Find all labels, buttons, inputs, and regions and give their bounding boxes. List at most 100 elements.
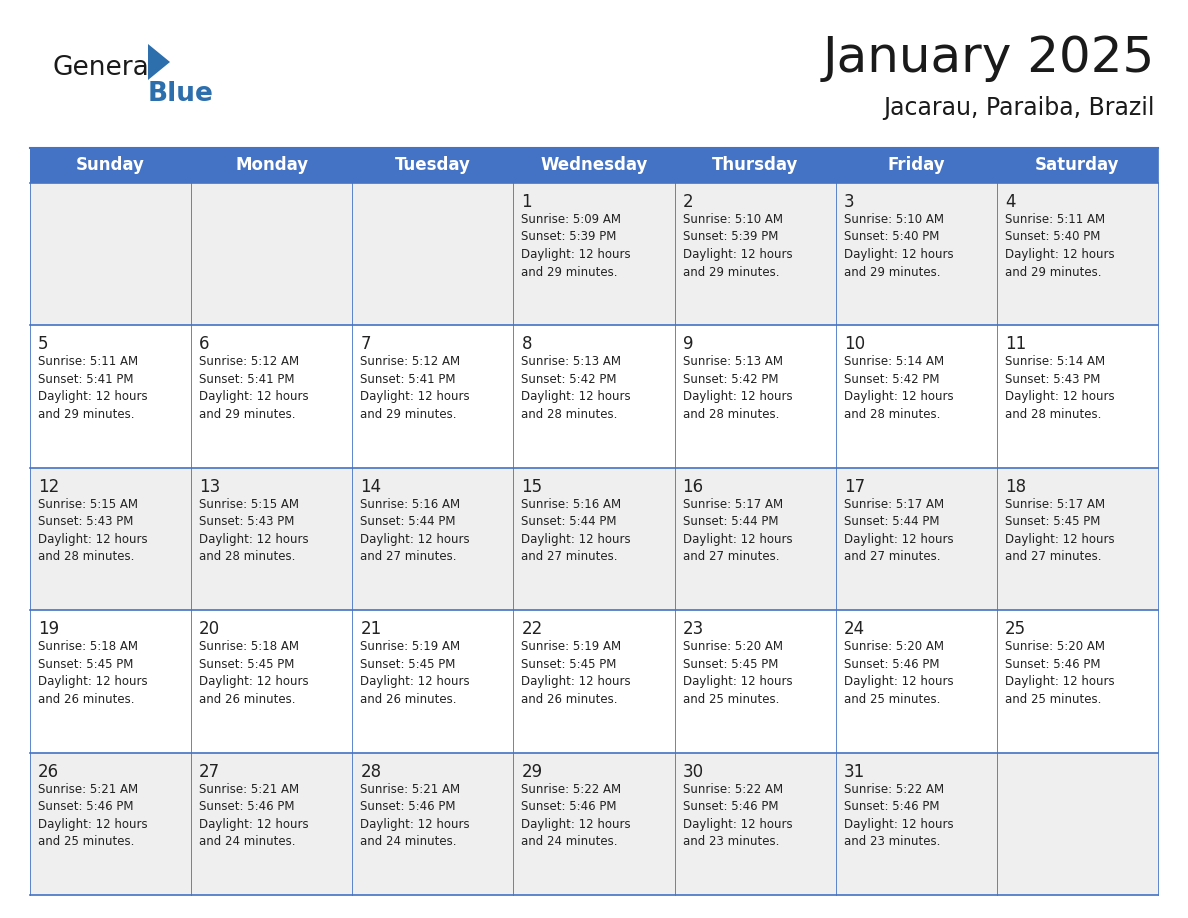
Text: 25: 25	[1005, 621, 1026, 638]
Text: Sunrise: 5:18 AM
Sunset: 5:45 PM
Daylight: 12 hours
and 26 minutes.: Sunrise: 5:18 AM Sunset: 5:45 PM Dayligh…	[38, 640, 147, 706]
Text: 5: 5	[38, 335, 49, 353]
Text: 16: 16	[683, 477, 703, 496]
Bar	[191, 753, 353, 895]
Text: 3: 3	[843, 193, 854, 211]
Bar	[353, 468, 513, 610]
Bar	[353, 325, 513, 468]
Text: Sunrise: 5:17 AM
Sunset: 5:44 PM
Daylight: 12 hours
and 27 minutes.: Sunrise: 5:17 AM Sunset: 5:44 PM Dayligh…	[683, 498, 792, 564]
Text: Sunrise: 5:22 AM
Sunset: 5:46 PM
Daylight: 12 hours
and 24 minutes.: Sunrise: 5:22 AM Sunset: 5:46 PM Dayligh…	[522, 783, 631, 848]
Text: 17: 17	[843, 477, 865, 496]
Bar	[997, 468, 1158, 610]
Text: Sunrise: 5:21 AM
Sunset: 5:46 PM
Daylight: 12 hours
and 24 minutes.: Sunrise: 5:21 AM Sunset: 5:46 PM Dayligh…	[360, 783, 470, 848]
Text: Sunrise: 5:09 AM
Sunset: 5:39 PM
Daylight: 12 hours
and 29 minutes.: Sunrise: 5:09 AM Sunset: 5:39 PM Dayligh…	[522, 213, 631, 278]
Text: Sunrise: 5:18 AM
Sunset: 5:45 PM
Daylight: 12 hours
and 26 minutes.: Sunrise: 5:18 AM Sunset: 5:45 PM Dayligh…	[200, 640, 309, 706]
Bar	[30, 183, 191, 325]
Bar	[835, 325, 997, 468]
Text: Sunrise: 5:15 AM
Sunset: 5:43 PM
Daylight: 12 hours
and 28 minutes.: Sunrise: 5:15 AM Sunset: 5:43 PM Dayligh…	[38, 498, 147, 564]
Bar	[513, 183, 675, 325]
Text: Sunrise: 5:19 AM
Sunset: 5:45 PM
Daylight: 12 hours
and 26 minutes.: Sunrise: 5:19 AM Sunset: 5:45 PM Dayligh…	[360, 640, 470, 706]
Text: 24: 24	[843, 621, 865, 638]
Text: 31: 31	[843, 763, 865, 780]
Text: Blue: Blue	[148, 81, 214, 107]
Text: Sunrise: 5:10 AM
Sunset: 5:39 PM
Daylight: 12 hours
and 29 minutes.: Sunrise: 5:10 AM Sunset: 5:39 PM Dayligh…	[683, 213, 792, 278]
Text: Sunrise: 5:17 AM
Sunset: 5:45 PM
Daylight: 12 hours
and 27 minutes.: Sunrise: 5:17 AM Sunset: 5:45 PM Dayligh…	[1005, 498, 1114, 564]
Text: Sunrise: 5:21 AM
Sunset: 5:46 PM
Daylight: 12 hours
and 25 minutes.: Sunrise: 5:21 AM Sunset: 5:46 PM Dayligh…	[38, 783, 147, 848]
Bar	[997, 148, 1158, 183]
Text: Sunrise: 5:22 AM
Sunset: 5:46 PM
Daylight: 12 hours
and 23 minutes.: Sunrise: 5:22 AM Sunset: 5:46 PM Dayligh…	[843, 783, 953, 848]
Bar	[513, 753, 675, 895]
Bar	[675, 610, 835, 753]
Text: Sunrise: 5:11 AM
Sunset: 5:41 PM
Daylight: 12 hours
and 29 minutes.: Sunrise: 5:11 AM Sunset: 5:41 PM Dayligh…	[38, 355, 147, 420]
Text: January 2025: January 2025	[823, 34, 1155, 82]
Bar	[30, 753, 191, 895]
Text: Tuesday: Tuesday	[394, 156, 470, 174]
Text: 30: 30	[683, 763, 703, 780]
Bar	[191, 183, 353, 325]
Bar	[835, 468, 997, 610]
Text: Sunrise: 5:10 AM
Sunset: 5:40 PM
Daylight: 12 hours
and 29 minutes.: Sunrise: 5:10 AM Sunset: 5:40 PM Dayligh…	[843, 213, 953, 278]
Text: Sunrise: 5:16 AM
Sunset: 5:44 PM
Daylight: 12 hours
and 27 minutes.: Sunrise: 5:16 AM Sunset: 5:44 PM Dayligh…	[522, 498, 631, 564]
Bar	[513, 610, 675, 753]
Text: Sunrise: 5:12 AM
Sunset: 5:41 PM
Daylight: 12 hours
and 29 minutes.: Sunrise: 5:12 AM Sunset: 5:41 PM Dayligh…	[360, 355, 470, 420]
Bar	[191, 325, 353, 468]
Bar	[30, 325, 191, 468]
Bar	[675, 183, 835, 325]
Text: Monday: Monday	[235, 156, 308, 174]
Text: Thursday: Thursday	[712, 156, 798, 174]
Bar	[997, 183, 1158, 325]
Bar	[675, 325, 835, 468]
Bar	[835, 183, 997, 325]
Text: 22: 22	[522, 621, 543, 638]
Text: 26: 26	[38, 763, 59, 780]
Text: Sunrise: 5:20 AM
Sunset: 5:45 PM
Daylight: 12 hours
and 25 minutes.: Sunrise: 5:20 AM Sunset: 5:45 PM Dayligh…	[683, 640, 792, 706]
Bar	[353, 610, 513, 753]
Text: Saturday: Saturday	[1035, 156, 1119, 174]
Text: Sunrise: 5:12 AM
Sunset: 5:41 PM
Daylight: 12 hours
and 29 minutes.: Sunrise: 5:12 AM Sunset: 5:41 PM Dayligh…	[200, 355, 309, 420]
Text: 15: 15	[522, 477, 543, 496]
Text: 18: 18	[1005, 477, 1026, 496]
Bar	[675, 468, 835, 610]
Bar	[30, 610, 191, 753]
Text: 27: 27	[200, 763, 220, 780]
Bar	[997, 325, 1158, 468]
Text: 12: 12	[38, 477, 59, 496]
Polygon shape	[148, 44, 170, 80]
Text: 4: 4	[1005, 193, 1016, 211]
Text: 10: 10	[843, 335, 865, 353]
Text: Sunrise: 5:17 AM
Sunset: 5:44 PM
Daylight: 12 hours
and 27 minutes.: Sunrise: 5:17 AM Sunset: 5:44 PM Dayligh…	[843, 498, 953, 564]
Text: 9: 9	[683, 335, 693, 353]
Text: 2: 2	[683, 193, 693, 211]
Text: Sunrise: 5:20 AM
Sunset: 5:46 PM
Daylight: 12 hours
and 25 minutes.: Sunrise: 5:20 AM Sunset: 5:46 PM Dayligh…	[843, 640, 953, 706]
Text: Friday: Friday	[887, 156, 946, 174]
Text: Wednesday: Wednesday	[541, 156, 647, 174]
Bar	[353, 148, 513, 183]
Text: Sunrise: 5:14 AM
Sunset: 5:43 PM
Daylight: 12 hours
and 28 minutes.: Sunrise: 5:14 AM Sunset: 5:43 PM Dayligh…	[1005, 355, 1114, 420]
Text: Sunrise: 5:16 AM
Sunset: 5:44 PM
Daylight: 12 hours
and 27 minutes.: Sunrise: 5:16 AM Sunset: 5:44 PM Dayligh…	[360, 498, 470, 564]
Bar	[353, 753, 513, 895]
Text: 13: 13	[200, 477, 221, 496]
Text: 21: 21	[360, 621, 381, 638]
Bar	[30, 468, 191, 610]
Text: Sunrise: 5:19 AM
Sunset: 5:45 PM
Daylight: 12 hours
and 26 minutes.: Sunrise: 5:19 AM Sunset: 5:45 PM Dayligh…	[522, 640, 631, 706]
Text: Sunrise: 5:20 AM
Sunset: 5:46 PM
Daylight: 12 hours
and 25 minutes.: Sunrise: 5:20 AM Sunset: 5:46 PM Dayligh…	[1005, 640, 1114, 706]
Bar	[835, 610, 997, 753]
Text: Sunrise: 5:13 AM
Sunset: 5:42 PM
Daylight: 12 hours
and 28 minutes.: Sunrise: 5:13 AM Sunset: 5:42 PM Dayligh…	[522, 355, 631, 420]
Text: 29: 29	[522, 763, 543, 780]
Text: Sunday: Sunday	[76, 156, 145, 174]
Text: Sunrise: 5:15 AM
Sunset: 5:43 PM
Daylight: 12 hours
and 28 minutes.: Sunrise: 5:15 AM Sunset: 5:43 PM Dayligh…	[200, 498, 309, 564]
Text: 6: 6	[200, 335, 209, 353]
Bar	[513, 148, 675, 183]
Bar	[191, 468, 353, 610]
Bar	[997, 753, 1158, 895]
Bar	[675, 753, 835, 895]
Bar	[513, 468, 675, 610]
Bar	[191, 610, 353, 753]
Bar	[835, 753, 997, 895]
Text: General: General	[52, 55, 156, 81]
Text: Sunrise: 5:22 AM
Sunset: 5:46 PM
Daylight: 12 hours
and 23 minutes.: Sunrise: 5:22 AM Sunset: 5:46 PM Dayligh…	[683, 783, 792, 848]
Bar	[30, 148, 191, 183]
Text: 11: 11	[1005, 335, 1026, 353]
Text: 19: 19	[38, 621, 59, 638]
Text: Sunrise: 5:14 AM
Sunset: 5:42 PM
Daylight: 12 hours
and 28 minutes.: Sunrise: 5:14 AM Sunset: 5:42 PM Dayligh…	[843, 355, 953, 420]
Bar	[513, 325, 675, 468]
